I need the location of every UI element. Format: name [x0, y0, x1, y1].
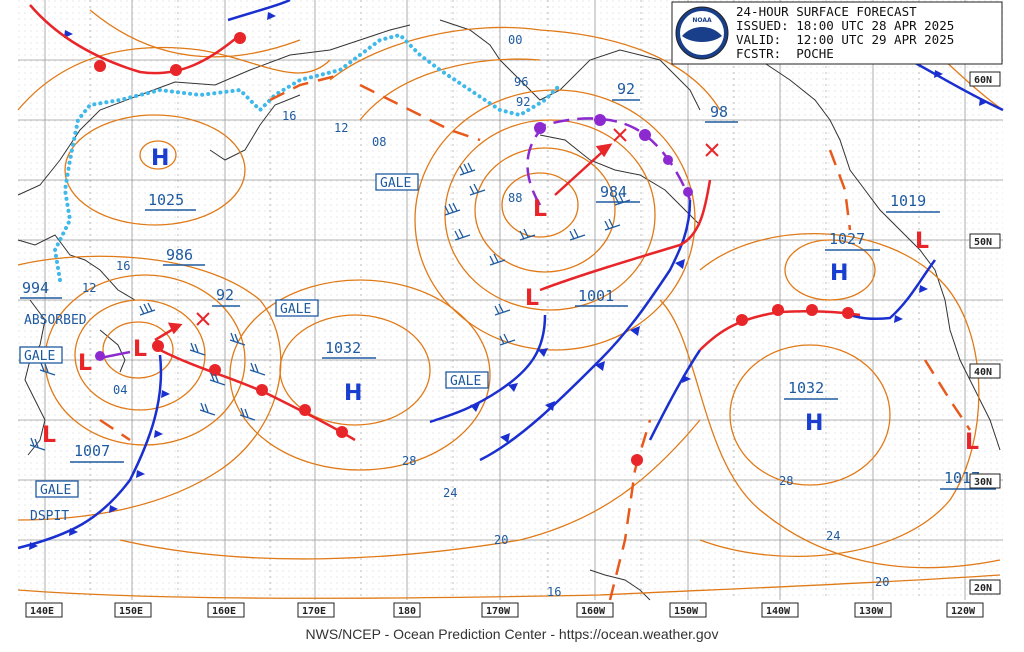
pressure-label-986: 986 [166, 246, 193, 264]
high-center-1032-east: H [805, 411, 823, 436]
pressure-label-994: 994 [22, 279, 49, 297]
pressure-label-1032-east: 1032 [788, 379, 824, 397]
low-center-1019: L [915, 229, 929, 254]
isobar-label-20-west: 20 [494, 533, 508, 547]
cold-fronts [17, 0, 1004, 550]
pressure-label-1019: 1019 [890, 192, 926, 210]
low-center-1007: L [42, 423, 56, 448]
lon-label-140w: 140W [766, 606, 791, 617]
occluded-bumps [95, 114, 693, 361]
isobar-label-24-east: 24 [826, 529, 840, 543]
cold-front-barbs [29, 12, 988, 550]
gale-label-5: GALE [40, 483, 71, 498]
pressure-label-1025: 1025 [148, 191, 184, 209]
lat-label-40n: 40N [974, 367, 992, 378]
gale-label-4: GALE [24, 349, 55, 364]
lat-label-20n: 20N [974, 583, 992, 594]
isobar-labels: 00 96 92 88 16 12 08 16 12 04 28 24 20 1… [82, 33, 889, 599]
noaa-logo-text: NOAA [692, 17, 712, 24]
lat-label-60n: 60N [974, 75, 992, 86]
low-center-absorbed: L [78, 351, 92, 376]
low-center-1001: L [525, 286, 539, 311]
high-centers: H H H H [151, 146, 848, 436]
isobar-label-08: 08 [372, 135, 386, 149]
high-center-1032-west: H [344, 381, 362, 406]
low-center-1017: L [965, 430, 979, 455]
lon-label-120w: 120W [951, 606, 976, 617]
high-center-1027: H [830, 261, 848, 286]
footer-credit: NWS/NCEP - Ocean Prediction Center - htt… [305, 626, 719, 642]
pressure-label-92-west: 92 [216, 286, 234, 304]
forecast-header: NOAA 24-HOUR SURFACE FORECAST ISSUED: 18… [671, 1, 1003, 65]
troughs [99, 73, 972, 601]
pressure-label-98: 98 [710, 103, 728, 121]
low-center-main: L [533, 197, 547, 222]
header-valid: VALID: 12:00 UTC 29 APR 2025 [736, 32, 954, 47]
lon-label-160e: 160E [212, 606, 236, 617]
isobar-label-20-east: 20 [875, 575, 889, 589]
isobar-label-88: 88 [508, 191, 522, 205]
gale-label-2: GALE [280, 302, 311, 317]
absorbed-label: ABSORBED [24, 313, 87, 328]
graticule [18, 0, 1003, 600]
pressure-label-1007: 1007 [74, 442, 110, 460]
lon-label-130w: 130W [859, 606, 884, 617]
forecast-position-marks [196, 128, 719, 326]
latitude-labels: 60N 50N 40N 30N 20N [969, 71, 1001, 595]
gale-warnings: GALE GALE GALE GALE GALE [19, 173, 489, 498]
gale-label-1: GALE [380, 176, 411, 191]
isobar-label-24-west: 24 [443, 486, 457, 500]
storm-track-arrows [154, 143, 613, 342]
isobar-label-16-north: 16 [282, 109, 296, 123]
lon-label-170w: 170W [486, 606, 511, 617]
dspit-label: DSPIT [30, 509, 69, 524]
lon-label-150e: 150E [119, 606, 143, 617]
header-title: 24-HOUR SURFACE FORECAST [736, 4, 917, 19]
warm-front-bumps [94, 32, 854, 466]
low-center-west: L [133, 337, 147, 362]
pressure-label-1027: 1027 [829, 230, 865, 248]
longitude-labels: 140E 150E 160E 170E 180 170W 160W 150W 1… [25, 602, 984, 618]
isobar-label-00: 00 [508, 33, 522, 47]
isobar-label-12-west: 12 [82, 281, 96, 295]
header-forecaster: FCSTR: POCHE [736, 46, 834, 61]
pressure-labels: 1025 986 994 1007 1032 984 1001 92 98 10… [20, 80, 996, 490]
pressure-label-1001: 1001 [578, 287, 614, 305]
lat-label-30n: 30N [974, 477, 992, 488]
header-issued: ISSUED: 18:00 UTC 28 APR 2025 [736, 18, 954, 33]
isobar-label-92: 92 [516, 95, 530, 109]
lon-label-160w: 160W [581, 606, 606, 617]
pressure-label-984: 984 [600, 183, 627, 201]
isobar-label-16-west: 16 [116, 259, 130, 273]
gale-label-3: GALE [450, 374, 481, 389]
lon-label-180: 180 [398, 606, 416, 617]
low-centers: L L L L L L L [42, 197, 979, 455]
lat-label-50n: 50N [974, 237, 992, 248]
isobar-label-28-west: 28 [402, 454, 416, 468]
pressure-label-1032-west: 1032 [325, 339, 361, 357]
pressure-label-92: 92 [617, 80, 635, 98]
high-center-1025: H [151, 146, 169, 171]
isobar-label-12-north: 12 [334, 121, 348, 135]
lon-label-170e: 170E [302, 606, 326, 617]
isobar-label-28-east: 28 [779, 474, 793, 488]
lon-label-140e: 140E [30, 606, 54, 617]
isobar-label-16-south: 16 [547, 585, 561, 599]
isobar-label-96: 96 [514, 75, 528, 89]
ice-edge [52, 32, 562, 282]
isobar-label-04: 04 [113, 383, 127, 397]
lon-label-150w: 150W [674, 606, 699, 617]
